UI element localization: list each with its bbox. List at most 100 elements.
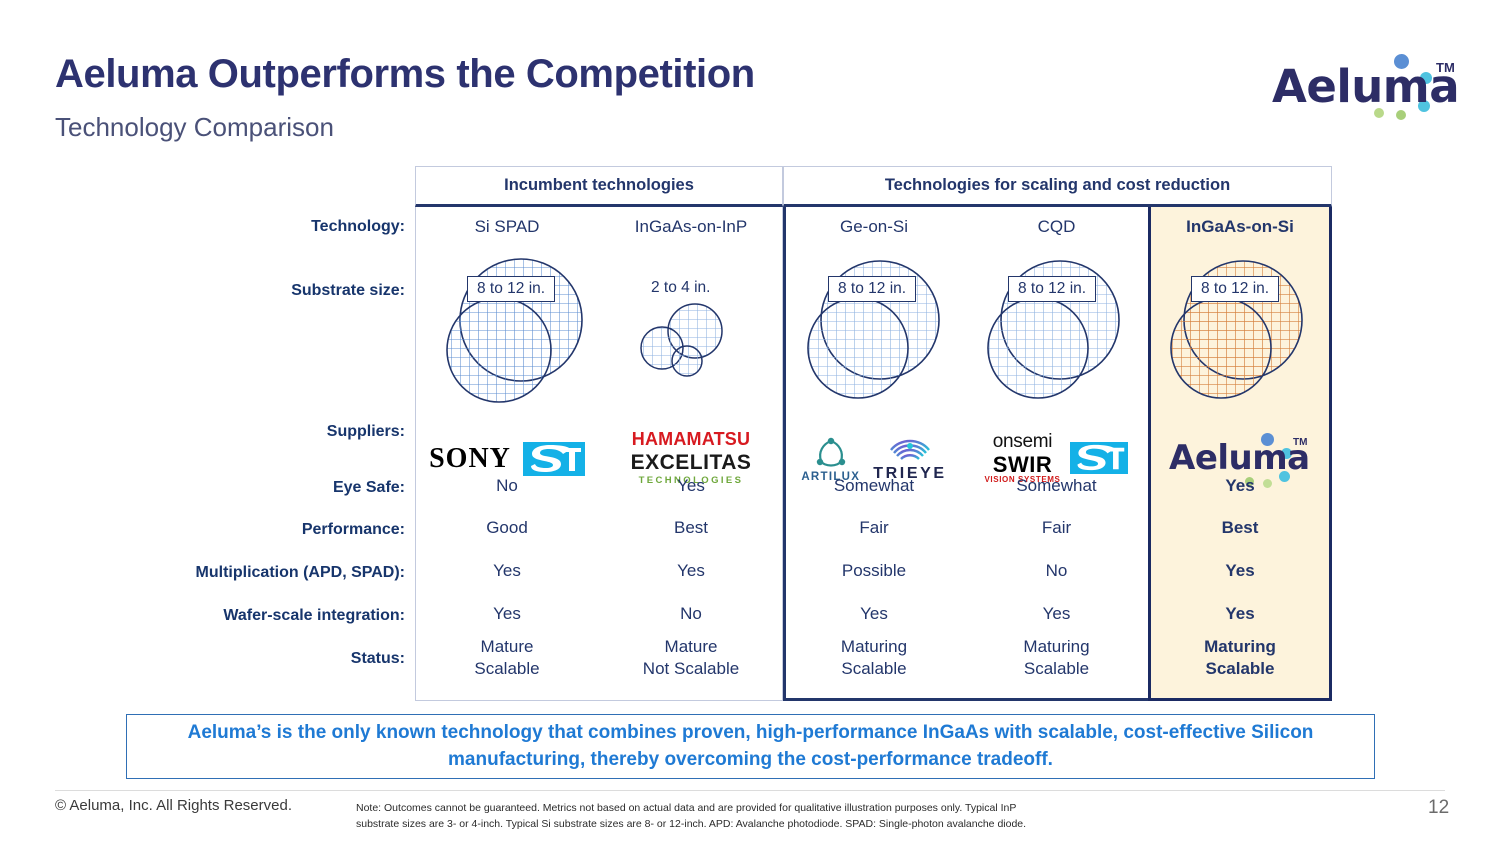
value-status-0-line1: Mature: [480, 637, 534, 657]
row-label-substrate-size: Substrate size:: [291, 282, 405, 299]
substrate-size-label-1: 2 to 4 in.: [651, 279, 711, 296]
value-eye-safe-2: Somewhat: [833, 476, 915, 496]
technology-label-0: Si SPAD: [474, 217, 540, 236]
excelitas-sublogo: TECHNOLOGIES: [638, 475, 744, 487]
aeluma-wordmark-cell: Aeluma: [1169, 437, 1310, 478]
group-header-scaling: Technologies for scaling and cost reduct…: [783, 166, 1332, 207]
group-header-incumbent: Incumbent technologies: [415, 166, 783, 207]
value-performance-0: Good: [486, 518, 528, 538]
aeluma-trademark-cell: TM: [1293, 436, 1308, 448]
technology-label-2: Ge-on-Si: [839, 217, 909, 236]
st-logo-2: [1070, 442, 1129, 475]
group-header-incumbent-label: Incumbent technologies: [504, 176, 694, 194]
cell-logo-dot-blue: [1261, 432, 1274, 446]
cell-eye-safe-2: Somewhat: [783, 469, 965, 503]
cell-logo-dot-green: [1245, 476, 1254, 486]
aeluma-trademark: TM: [1436, 60, 1455, 75]
substrate-size-badge-2: 8 to 12 in.: [828, 276, 917, 302]
cell-technology-si-spad: Si SPAD: [415, 210, 599, 244]
value-multiplication-2: Possible: [841, 561, 907, 581]
artilux-logo: ARTILUX: [801, 471, 861, 483]
value-wafer-scale-4: Yes: [1225, 604, 1255, 624]
sony-logo: SONY: [429, 442, 511, 474]
page-title: Aeluma Outperforms the Competition: [55, 52, 755, 96]
value-wafer-scale-2: Yes: [860, 604, 888, 624]
cell-multiplication-3: No: [965, 554, 1148, 588]
cell-technology-ge-on-si: Ge-on-Si: [783, 210, 965, 244]
cell-eye-safe-4: Yes: [1148, 469, 1332, 503]
st-logo-glyph-2: [1077, 445, 1125, 471]
cell-suppliers-ge-on-si: ARTILUX TRIEYE: [783, 421, 965, 496]
row-label-wafer-scale: Wafer-scale integration:: [223, 607, 405, 624]
logo-dot-blue: [1394, 54, 1409, 69]
value-wafer-scale-0: Yes: [493, 604, 521, 624]
value-performance-3: Fair: [1041, 518, 1072, 538]
value-multiplication-4: Yes: [1225, 561, 1255, 581]
value-status-1-line1: Mature: [664, 637, 718, 657]
cell-suppliers-si-spad: SONY: [415, 421, 599, 496]
cell-performance-2: Fair: [783, 511, 965, 545]
value-performance-1: Best: [673, 518, 709, 538]
cell-status-0: Mature Scalable: [415, 634, 599, 682]
copyright-text: © Aeluma, Inc. All Rights Reserved.: [55, 797, 292, 814]
cell-eye-safe-1: Yes: [599, 469, 783, 503]
excelitas-logo: EXCELITAS: [630, 451, 752, 475]
value-multiplication-0: Yes: [493, 561, 521, 581]
comparison-table: Incumbent technologies Technologies for …: [415, 166, 1332, 701]
cell-performance-1: Best: [599, 511, 783, 545]
cell-status-3: Maturing Scalable: [965, 634, 1148, 682]
row-label-suppliers: Suppliers:: [326, 423, 405, 440]
technology-label-3: CQD: [1037, 217, 1076, 236]
page-number: 12: [1428, 797, 1450, 818]
value-eye-safe-1: Yes: [677, 476, 705, 496]
value-eye-safe-4: Yes: [1225, 476, 1255, 496]
wafer-svg-1: [640, 303, 723, 377]
swir-sublogo: VISION SYSTEMS: [984, 475, 1061, 485]
row-label-performance: Performance:: [301, 521, 405, 538]
cell-eye-safe-3: Somewhat: [965, 469, 1148, 503]
page-subtitle: Technology Comparison: [55, 112, 334, 142]
cell-multiplication-2: Possible: [783, 554, 965, 588]
cell-performance-4: Best: [1148, 511, 1332, 545]
cell-multiplication-1: Yes: [599, 554, 783, 588]
substrate-size-badge-0: 8 to 12 in.: [467, 276, 556, 302]
cell-wafer-scale-2: Yes: [783, 597, 965, 631]
substrate-size-badge-4: 8 to 12 in.: [1191, 276, 1280, 302]
technology-label-1: InGaAs-on-InP: [634, 217, 748, 236]
value-status-2-line2: Scalable: [841, 659, 907, 678]
aeluma-wordmark: Aeluma: [1272, 60, 1460, 113]
cell-suppliers-ingaas-si: Aeluma TM: [1148, 421, 1332, 496]
cell-suppliers-ingaas-inp: HAMAMATSU EXCELITAS TECHNOLOGIES: [599, 421, 783, 496]
cell-multiplication-0: Yes: [415, 554, 599, 588]
value-eye-safe-0: No: [496, 476, 518, 496]
cell-logo-dot-cyan: [1281, 447, 1292, 459]
cell-wafer-scale-1: No: [599, 597, 783, 631]
logo-dot-green-2: [1396, 110, 1406, 120]
aeluma-logo: Aeluma TM: [1272, 54, 1462, 120]
cell-wafer-scale-4: Yes: [1148, 597, 1332, 631]
logo-dot-green: [1374, 108, 1384, 118]
cell-technology-cqd: CQD: [965, 210, 1148, 244]
wafer-graphic-ingaas-inp: [625, 301, 745, 391]
cell-performance-0: Good: [415, 511, 599, 545]
footnote-text: Note: Outcomes cannot be guaranteed. Met…: [356, 800, 1146, 833]
hamamatsu-logo: HAMAMATSU: [631, 429, 751, 450]
row-label-eye-safe: Eye Safe:: [332, 479, 405, 496]
value-status-1-line2: Not Scalable: [642, 659, 740, 678]
footnote-line-1: Note: Outcomes cannot be guaranteed. Met…: [356, 802, 1017, 814]
substrate-size-badge-3: 8 to 12 in.: [1008, 276, 1097, 302]
trieye-icon: [889, 439, 930, 460]
value-status-2-line1: Maturing: [840, 637, 908, 657]
row-label-technology: Technology:: [311, 218, 405, 235]
row-label-status: Status:: [350, 650, 405, 667]
cell-wafer-scale-3: Yes: [965, 597, 1148, 631]
value-performance-2: Fair: [859, 518, 889, 538]
value-eye-safe-3: Somewhat: [1016, 476, 1097, 496]
cell-logo-dot-green-2: [1263, 478, 1272, 488]
value-status-0-line2: Scalable: [474, 659, 540, 678]
value-status-3-line2: Scalable: [1023, 659, 1090, 678]
value-multiplication-3: No: [1045, 561, 1068, 581]
value-status-3-line1: Maturing: [1023, 637, 1090, 657]
footer-divider: [55, 790, 1445, 791]
cell-wafer-scale-0: Yes: [415, 597, 599, 631]
